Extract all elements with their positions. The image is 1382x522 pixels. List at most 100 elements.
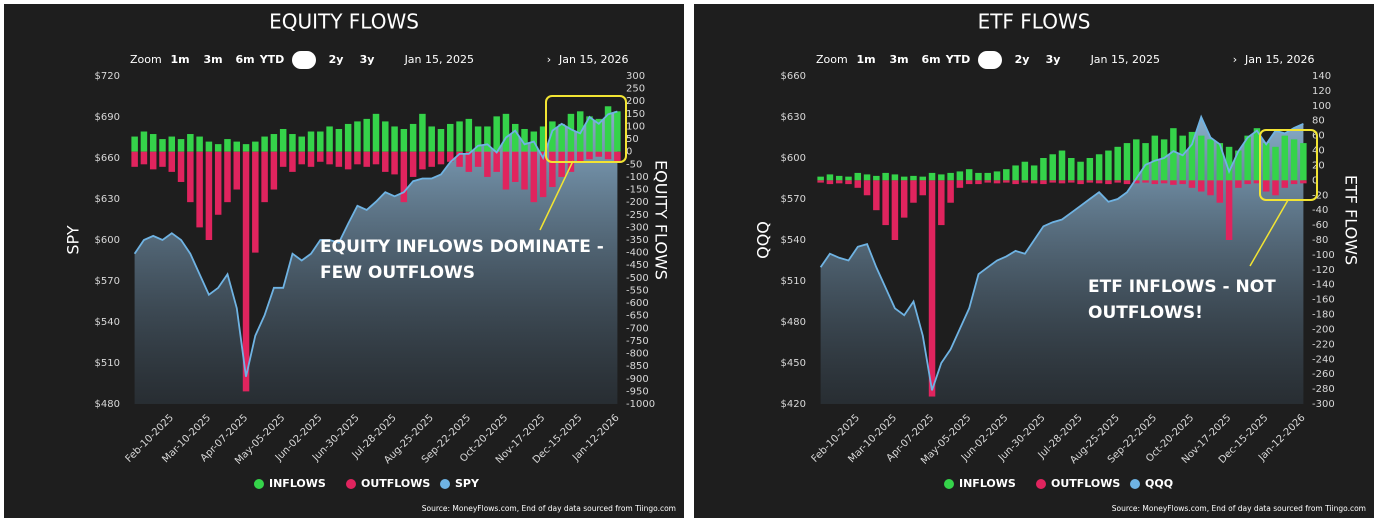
- zoom-button[interactable]: 1m: [170, 53, 189, 66]
- bar: [298, 151, 305, 165]
- bar: [354, 121, 361, 152]
- bar: [205, 141, 213, 152]
- bar: [956, 171, 964, 181]
- bar: [1281, 135, 1289, 181]
- bar: [826, 174, 834, 181]
- bar: [1105, 180, 1112, 185]
- bar: [1114, 180, 1121, 183]
- bar: [1188, 131, 1196, 181]
- y2-tick-label: -600: [626, 298, 649, 309]
- bar: [419, 113, 426, 152]
- bar: [1160, 180, 1168, 184]
- zoom-button[interactable]: 3m: [203, 53, 222, 66]
- date-range-start: Jan 15, 2025: [1090, 53, 1160, 66]
- zoom-button[interactable]: 2y: [329, 53, 344, 66]
- y2-tick-label: -20: [1312, 190, 1328, 201]
- bar: [511, 123, 519, 152]
- bar: [493, 151, 500, 172]
- zoom-button[interactable]: 1y: [983, 53, 998, 66]
- y2-tick-label: -200: [1312, 324, 1335, 335]
- y-tick-label: $510: [95, 358, 120, 369]
- bar: [817, 176, 824, 181]
- bar: [1030, 180, 1038, 184]
- y2-tick-label: 100: [626, 121, 645, 132]
- zoom-button[interactable]: 3y: [360, 53, 375, 66]
- legend-label[interactable]: INFLOWS: [269, 477, 326, 490]
- bar: [474, 151, 482, 167]
- bar: [447, 151, 454, 162]
- bar: [298, 136, 305, 152]
- y2-tick-label: -1000: [626, 399, 655, 410]
- bar: [289, 151, 296, 172]
- bar: [1170, 180, 1177, 185]
- y-tick-label: $600: [781, 153, 806, 164]
- y-tick-label: $630: [95, 194, 120, 205]
- y2-tick-label: 140: [1312, 71, 1331, 82]
- legend-label[interactable]: OUTFLOWS: [1051, 477, 1120, 490]
- bar: [326, 126, 333, 152]
- bar: [1151, 135, 1159, 181]
- bar: [586, 116, 593, 152]
- legend-label[interactable]: OUTFLOWS: [361, 477, 430, 490]
- bar: [595, 151, 603, 157]
- y-axis-title: SPY: [64, 225, 83, 254]
- bar: [1207, 139, 1214, 181]
- zoom-button[interactable]: 3m: [889, 53, 908, 66]
- source-note: Source: MoneyFlows.com, End of day data …: [422, 504, 676, 513]
- zoom-button[interactable]: 6m: [235, 53, 254, 66]
- bar: [928, 180, 936, 397]
- zoom-button[interactable]: 1y: [297, 53, 312, 66]
- y2-tick-label: 120: [1312, 86, 1331, 97]
- bar: [428, 151, 435, 167]
- y2-tick-label: -500: [626, 273, 649, 284]
- zoom-button[interactable]: YTD: [945, 53, 971, 66]
- annotation: ETF INFLOWS - NOT: [1088, 277, 1276, 297]
- bar: [1188, 180, 1196, 188]
- bar: [1179, 135, 1186, 181]
- bar: [242, 144, 250, 152]
- zoom-button[interactable]: 3y: [1046, 53, 1061, 66]
- zoom-button[interactable]: YTD: [259, 53, 285, 66]
- bar: [335, 151, 343, 167]
- y-tick-label: $480: [781, 317, 806, 328]
- bar: [307, 131, 315, 152]
- bar: [854, 180, 862, 188]
- legend-label[interactable]: SPY: [455, 477, 480, 490]
- y-tick-label: $420: [781, 399, 806, 410]
- bar: [1216, 180, 1224, 203]
- bar: [149, 151, 157, 170]
- bar: [521, 151, 528, 190]
- y2-tick-label: 60: [1312, 131, 1325, 142]
- bar: [835, 175, 843, 181]
- chart-title: ETF FLOWS: [978, 10, 1091, 34]
- zoom-button[interactable]: 1m: [856, 53, 875, 66]
- bar: [400, 128, 408, 152]
- zoom-button[interactable]: 6m: [921, 53, 940, 66]
- y2-tick-label: 80: [1312, 116, 1325, 127]
- bar: [938, 174, 945, 181]
- legend-label[interactable]: QQQ: [1145, 477, 1173, 490]
- zoom-button[interactable]: 2y: [1015, 53, 1030, 66]
- highlight-box: [545, 95, 627, 163]
- y-tick-label: $630: [781, 112, 806, 123]
- bar: [382, 151, 389, 172]
- bar: [511, 151, 519, 182]
- bar: [1160, 139, 1168, 181]
- bar: [965, 169, 973, 181]
- legend-label[interactable]: INFLOWS: [959, 477, 1016, 490]
- bar: [1105, 150, 1112, 181]
- bar: [261, 136, 268, 152]
- source-note: Source: MoneyFlows.com, End of day data …: [1112, 504, 1366, 513]
- bar: [437, 128, 445, 152]
- bar: [1142, 143, 1149, 181]
- bar: [391, 126, 398, 152]
- bar: [270, 134, 278, 152]
- bar: [1049, 154, 1056, 181]
- y2-tick-label: 150: [626, 109, 645, 120]
- bar: [233, 151, 241, 190]
- date-range-end: Jan 15, 2026: [558, 53, 628, 66]
- y2-tick-label: -900: [626, 374, 649, 385]
- y-axis-title: QQQ: [754, 221, 773, 259]
- bar: [354, 151, 361, 165]
- bar: [391, 151, 398, 175]
